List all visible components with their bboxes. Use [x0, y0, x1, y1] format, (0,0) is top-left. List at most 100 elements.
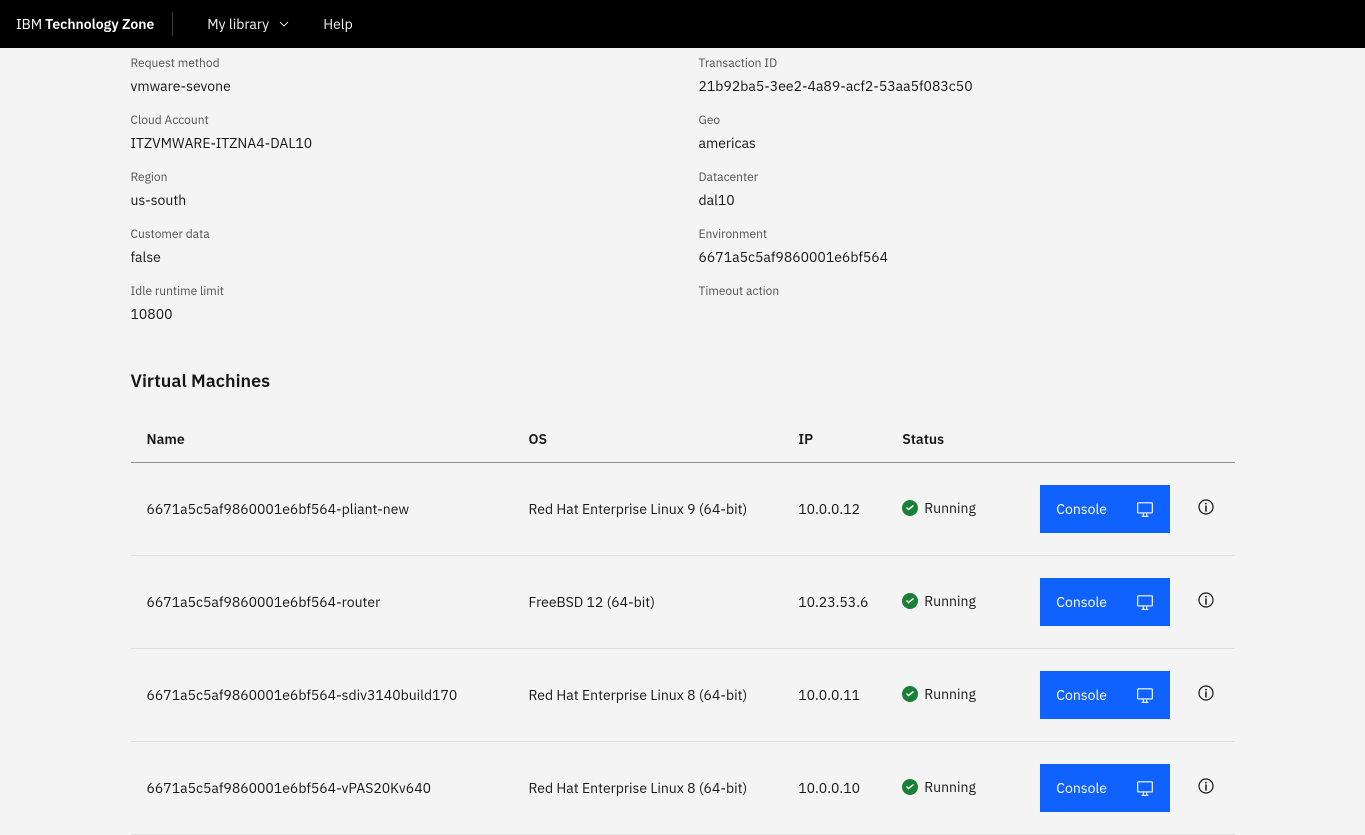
- table-header-row: Name OS IP Status: [131, 416, 1235, 463]
- main-content: Request method vmware-sevone Cloud Accou…: [123, 48, 1243, 835]
- col-header-name: Name: [131, 416, 513, 463]
- info-icon[interactable]: [1198, 780, 1214, 798]
- table-row: 6671a5c5af9860001e6bf564-sdiv3140build17…: [131, 649, 1235, 742]
- vm-info-cell: [1178, 556, 1234, 649]
- nav-help[interactable]: Help: [307, 0, 369, 48]
- field-label: Customer data: [131, 227, 667, 242]
- vm-status: Running: [886, 463, 1021, 556]
- field-value: dal10: [699, 191, 1235, 209]
- status-text: Running: [924, 499, 976, 517]
- vm-ip: 10.0.0.10: [782, 742, 886, 835]
- info-icon[interactable]: [1198, 687, 1214, 705]
- info-icon[interactable]: [1198, 501, 1214, 519]
- field-value: 6671a5c5af9860001e6bf564: [699, 248, 1235, 266]
- field-environment: Environment 6671a5c5af9860001e6bf564: [699, 227, 1235, 266]
- field-transaction-id: Transaction ID 21b92ba5-3ee2-4a89-acf2-5…: [699, 56, 1235, 95]
- col-header-console: [1021, 416, 1178, 463]
- chevron-down-icon: [277, 17, 291, 31]
- console-button[interactable]: Console: [1040, 578, 1170, 626]
- nav-my-library-label: My library: [207, 15, 269, 33]
- vm-name: 6671a5c5af9860001e6bf564-vPAS20Kv640: [131, 742, 513, 835]
- field-label: Datacenter: [699, 170, 1235, 185]
- console-button[interactable]: Console: [1040, 764, 1170, 812]
- field-value: 21b92ba5-3ee2-4a89-acf2-53aa5f083c50: [699, 77, 1235, 95]
- field-label: Request method: [131, 56, 667, 71]
- vm-status: Running: [886, 556, 1021, 649]
- screen-icon: [1136, 593, 1154, 611]
- top-header: IBM Technology Zone My library Help: [0, 0, 1365, 48]
- brand-name: Technology Zone: [45, 15, 154, 33]
- vm-name: 6671a5c5af9860001e6bf564-sdiv3140build17…: [131, 649, 513, 742]
- vm-name: 6671a5c5af9860001e6bf564-router: [131, 556, 513, 649]
- vm-os: Red Hat Enterprise Linux 8 (64-bit): [513, 649, 783, 742]
- vm-console-cell: Console: [1021, 463, 1178, 556]
- col-header-info: [1178, 416, 1234, 463]
- status-text: Running: [924, 592, 976, 610]
- nav-help-label: Help: [323, 15, 353, 33]
- vm-ip: 10.0.0.12: [782, 463, 886, 556]
- status-running-icon: [902, 593, 918, 609]
- status-running-icon: [902, 500, 918, 516]
- field-timeout-action: Timeout action: [699, 284, 1235, 299]
- field-geo: Geo americas: [699, 113, 1235, 152]
- field-label: Cloud Account: [131, 113, 667, 128]
- vm-info-cell: [1178, 649, 1234, 742]
- field-label: Idle runtime limit: [131, 284, 667, 299]
- field-customer-data: Customer data false: [131, 227, 667, 266]
- vm-console-cell: Console: [1021, 742, 1178, 835]
- field-value: americas: [699, 134, 1235, 152]
- col-header-status: Status: [886, 416, 1021, 463]
- console-button[interactable]: Console: [1040, 485, 1170, 533]
- status-text: Running: [924, 685, 976, 703]
- status-text: Running: [924, 778, 976, 796]
- vm-os: FreeBSD 12 (64-bit): [513, 556, 783, 649]
- field-cloud-account: Cloud Account ITZVMWARE-ITZNA4-DAL10: [131, 113, 667, 152]
- field-idle-runtime: Idle runtime limit 10800: [131, 284, 667, 323]
- details-left-column: Request method vmware-sevone Cloud Accou…: [131, 56, 667, 341]
- field-value: vmware-sevone: [131, 77, 667, 95]
- vm-os: Red Hat Enterprise Linux 9 (64-bit): [513, 463, 783, 556]
- vm-status: Running: [886, 742, 1021, 835]
- brand[interactable]: IBM Technology Zone: [16, 12, 173, 36]
- field-label: Region: [131, 170, 667, 185]
- field-label: Timeout action: [699, 284, 1235, 299]
- console-button-label: Console: [1056, 500, 1107, 518]
- col-header-os: OS: [513, 416, 783, 463]
- col-header-ip: IP: [782, 416, 886, 463]
- vm-section-title: Virtual Machines: [131, 369, 1235, 392]
- details-right-column: Transaction ID 21b92ba5-3ee2-4a89-acf2-5…: [699, 56, 1235, 341]
- vm-info-cell: [1178, 742, 1234, 835]
- field-label: Environment: [699, 227, 1235, 242]
- vm-info-cell: [1178, 463, 1234, 556]
- vm-status: Running: [886, 649, 1021, 742]
- vm-name: 6671a5c5af9860001e6bf564-pliant-new: [131, 463, 513, 556]
- info-icon[interactable]: [1198, 594, 1214, 612]
- console-button[interactable]: Console: [1040, 671, 1170, 719]
- field-value: 10800: [131, 305, 667, 323]
- nav-my-library[interactable]: My library: [191, 0, 307, 48]
- field-region: Region us-south: [131, 170, 667, 209]
- vm-os: Red Hat Enterprise Linux 8 (64-bit): [513, 742, 783, 835]
- top-nav: My library Help: [191, 0, 368, 48]
- field-value: false: [131, 248, 667, 266]
- vm-ip: 10.0.0.11: [782, 649, 886, 742]
- field-value: us-south: [131, 191, 667, 209]
- vm-console-cell: Console: [1021, 649, 1178, 742]
- details-grid: Request method vmware-sevone Cloud Accou…: [131, 48, 1235, 341]
- screen-icon: [1136, 500, 1154, 518]
- vm-ip: 10.23.53.6: [782, 556, 886, 649]
- table-row: 6671a5c5af9860001e6bf564-pliant-newRed H…: [131, 463, 1235, 556]
- status-running-icon: [902, 686, 918, 702]
- status-running-icon: [902, 779, 918, 795]
- field-request-method: Request method vmware-sevone: [131, 56, 667, 95]
- table-row: 6671a5c5af9860001e6bf564-vPAS20Kv640Red …: [131, 742, 1235, 835]
- console-button-label: Console: [1056, 593, 1107, 611]
- brand-prefix: IBM: [16, 15, 42, 33]
- field-label: Geo: [699, 113, 1235, 128]
- vm-console-cell: Console: [1021, 556, 1178, 649]
- screen-icon: [1136, 686, 1154, 704]
- field-datacenter: Datacenter dal10: [699, 170, 1235, 209]
- field-label: Transaction ID: [699, 56, 1235, 71]
- vm-table: Name OS IP Status 6671a5c5af9860001e6bf5…: [131, 416, 1235, 835]
- console-button-label: Console: [1056, 779, 1107, 797]
